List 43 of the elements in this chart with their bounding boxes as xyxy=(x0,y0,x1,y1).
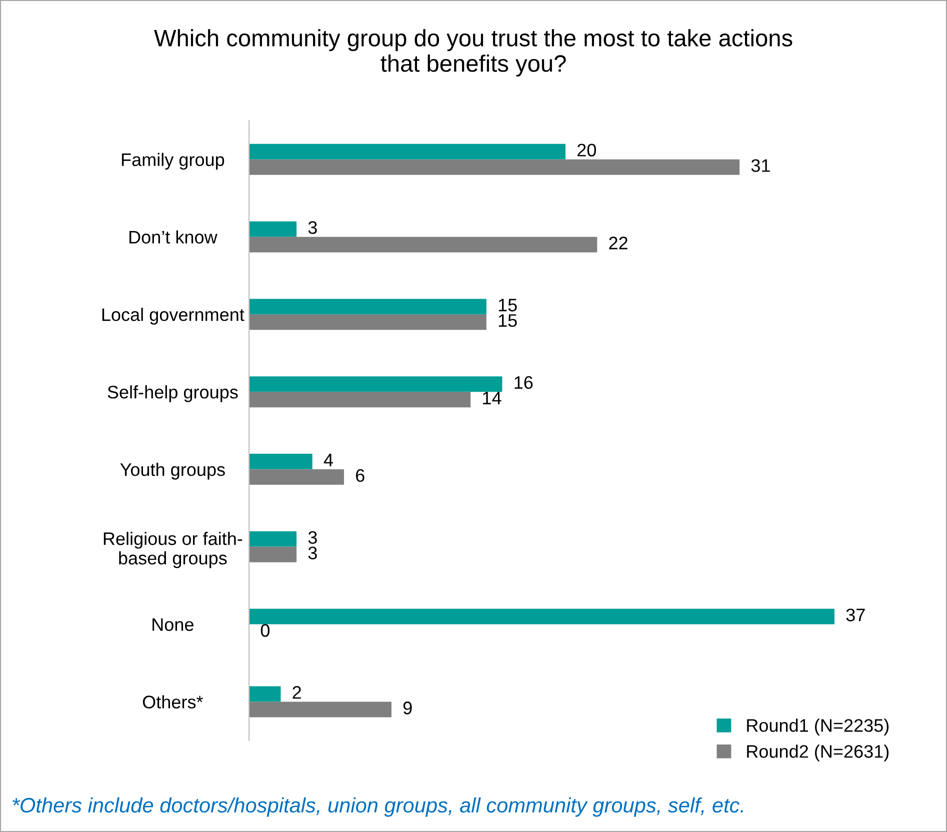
data-label: 37 xyxy=(846,608,865,622)
bar xyxy=(249,469,344,485)
legend-label: Round1 (N=2235) xyxy=(747,718,889,736)
data-label: 2 xyxy=(292,686,301,699)
bar xyxy=(249,702,392,718)
bar xyxy=(249,298,486,314)
bar xyxy=(249,392,471,408)
legend-label: Round2 (N=2631) xyxy=(747,744,889,762)
bar xyxy=(249,454,312,470)
y-tick-label: Family group xyxy=(122,152,224,170)
data-label: 0 xyxy=(260,624,270,637)
data-label: 6 xyxy=(356,469,364,482)
data-label: 22 xyxy=(609,236,628,250)
bar xyxy=(249,236,598,252)
y-tick-label: Religious or faith- based groups xyxy=(104,532,242,568)
data-label: 31 xyxy=(751,159,770,172)
bar xyxy=(249,608,834,624)
y-tick-label: Don’t know xyxy=(129,230,218,244)
data-label: 14 xyxy=(483,392,502,404)
data-label: 3 xyxy=(308,531,317,544)
bar xyxy=(249,221,297,237)
bar xyxy=(249,314,486,330)
bar xyxy=(249,144,566,160)
bar xyxy=(249,546,297,562)
bar xyxy=(249,159,740,175)
data-label: 16 xyxy=(514,376,533,389)
y-tick-label: Self-help groups xyxy=(108,385,238,402)
bar xyxy=(249,686,281,702)
y-tick-label: Local government xyxy=(102,308,244,325)
data-label: 20 xyxy=(578,144,596,156)
data-label: 15 xyxy=(498,298,517,312)
data-label: 4 xyxy=(324,454,333,466)
bar xyxy=(249,531,297,547)
data-label: 15 xyxy=(498,314,517,327)
bar xyxy=(249,376,502,392)
text: *Others include doctors/hospitals, union groups, all community groups, self, etc. xyxy=(12,797,743,817)
data-label: 3 xyxy=(308,221,317,234)
y-tick-label: Youth groups xyxy=(120,462,225,480)
data-label: 3 xyxy=(308,546,317,560)
chart-title: Which community group do you trust the most to take actions that benefits you? xyxy=(154,29,792,77)
y-tick-label: Others* xyxy=(142,695,203,708)
y-tick-label: None xyxy=(152,618,194,631)
data-label: 9 xyxy=(403,702,412,714)
